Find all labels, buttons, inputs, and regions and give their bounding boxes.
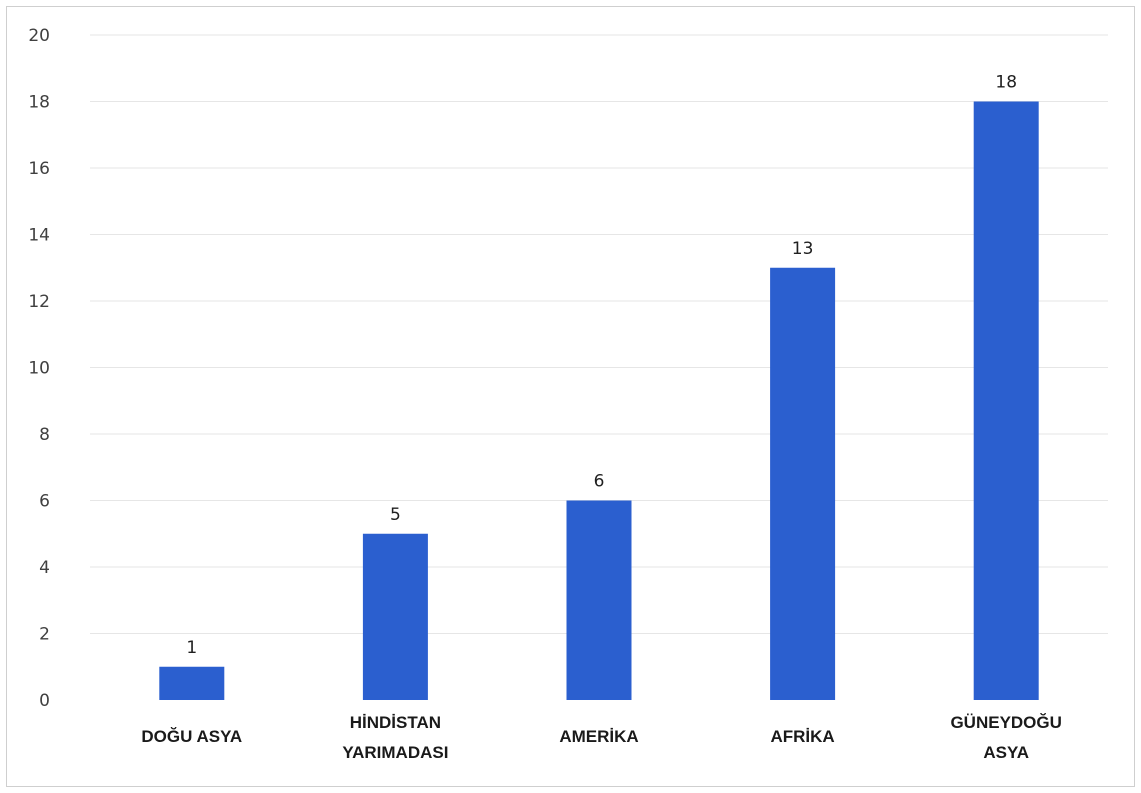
- bar: [159, 666, 225, 700]
- y-tick-label: 2: [39, 625, 50, 645]
- bar: [770, 267, 836, 700]
- category-label: ASYA: [983, 743, 1029, 762]
- y-tick-label: 14: [28, 226, 50, 246]
- data-label: 13: [792, 239, 814, 259]
- data-label: 6: [594, 472, 605, 492]
- data-label: 5: [390, 505, 401, 525]
- y-tick-label: 0: [39, 691, 50, 711]
- category-label: YARIMADASI: [342, 743, 448, 762]
- y-tick-label: 4: [39, 558, 50, 578]
- category-label: GÜNEYDOĞU: [950, 713, 1061, 732]
- bar: [566, 500, 632, 700]
- category-label: DOĞU ASYA: [141, 727, 242, 746]
- category-label: HİNDİSTAN: [350, 713, 441, 732]
- data-label: 18: [995, 73, 1017, 93]
- y-tick-label: 12: [28, 292, 50, 312]
- category-label: AFRİKA: [770, 727, 834, 746]
- category-label: AMERİKA: [559, 727, 638, 746]
- bar: [362, 533, 428, 700]
- bar: [973, 101, 1039, 700]
- y-tick-label: 6: [39, 492, 50, 512]
- data-label: 1: [186, 638, 197, 658]
- y-tick-label: 18: [28, 93, 50, 113]
- y-tick-label: 10: [28, 359, 50, 379]
- y-tick-label: 16: [28, 159, 50, 179]
- y-tick-label: 8: [39, 425, 50, 445]
- y-tick-label: 20: [28, 26, 50, 46]
